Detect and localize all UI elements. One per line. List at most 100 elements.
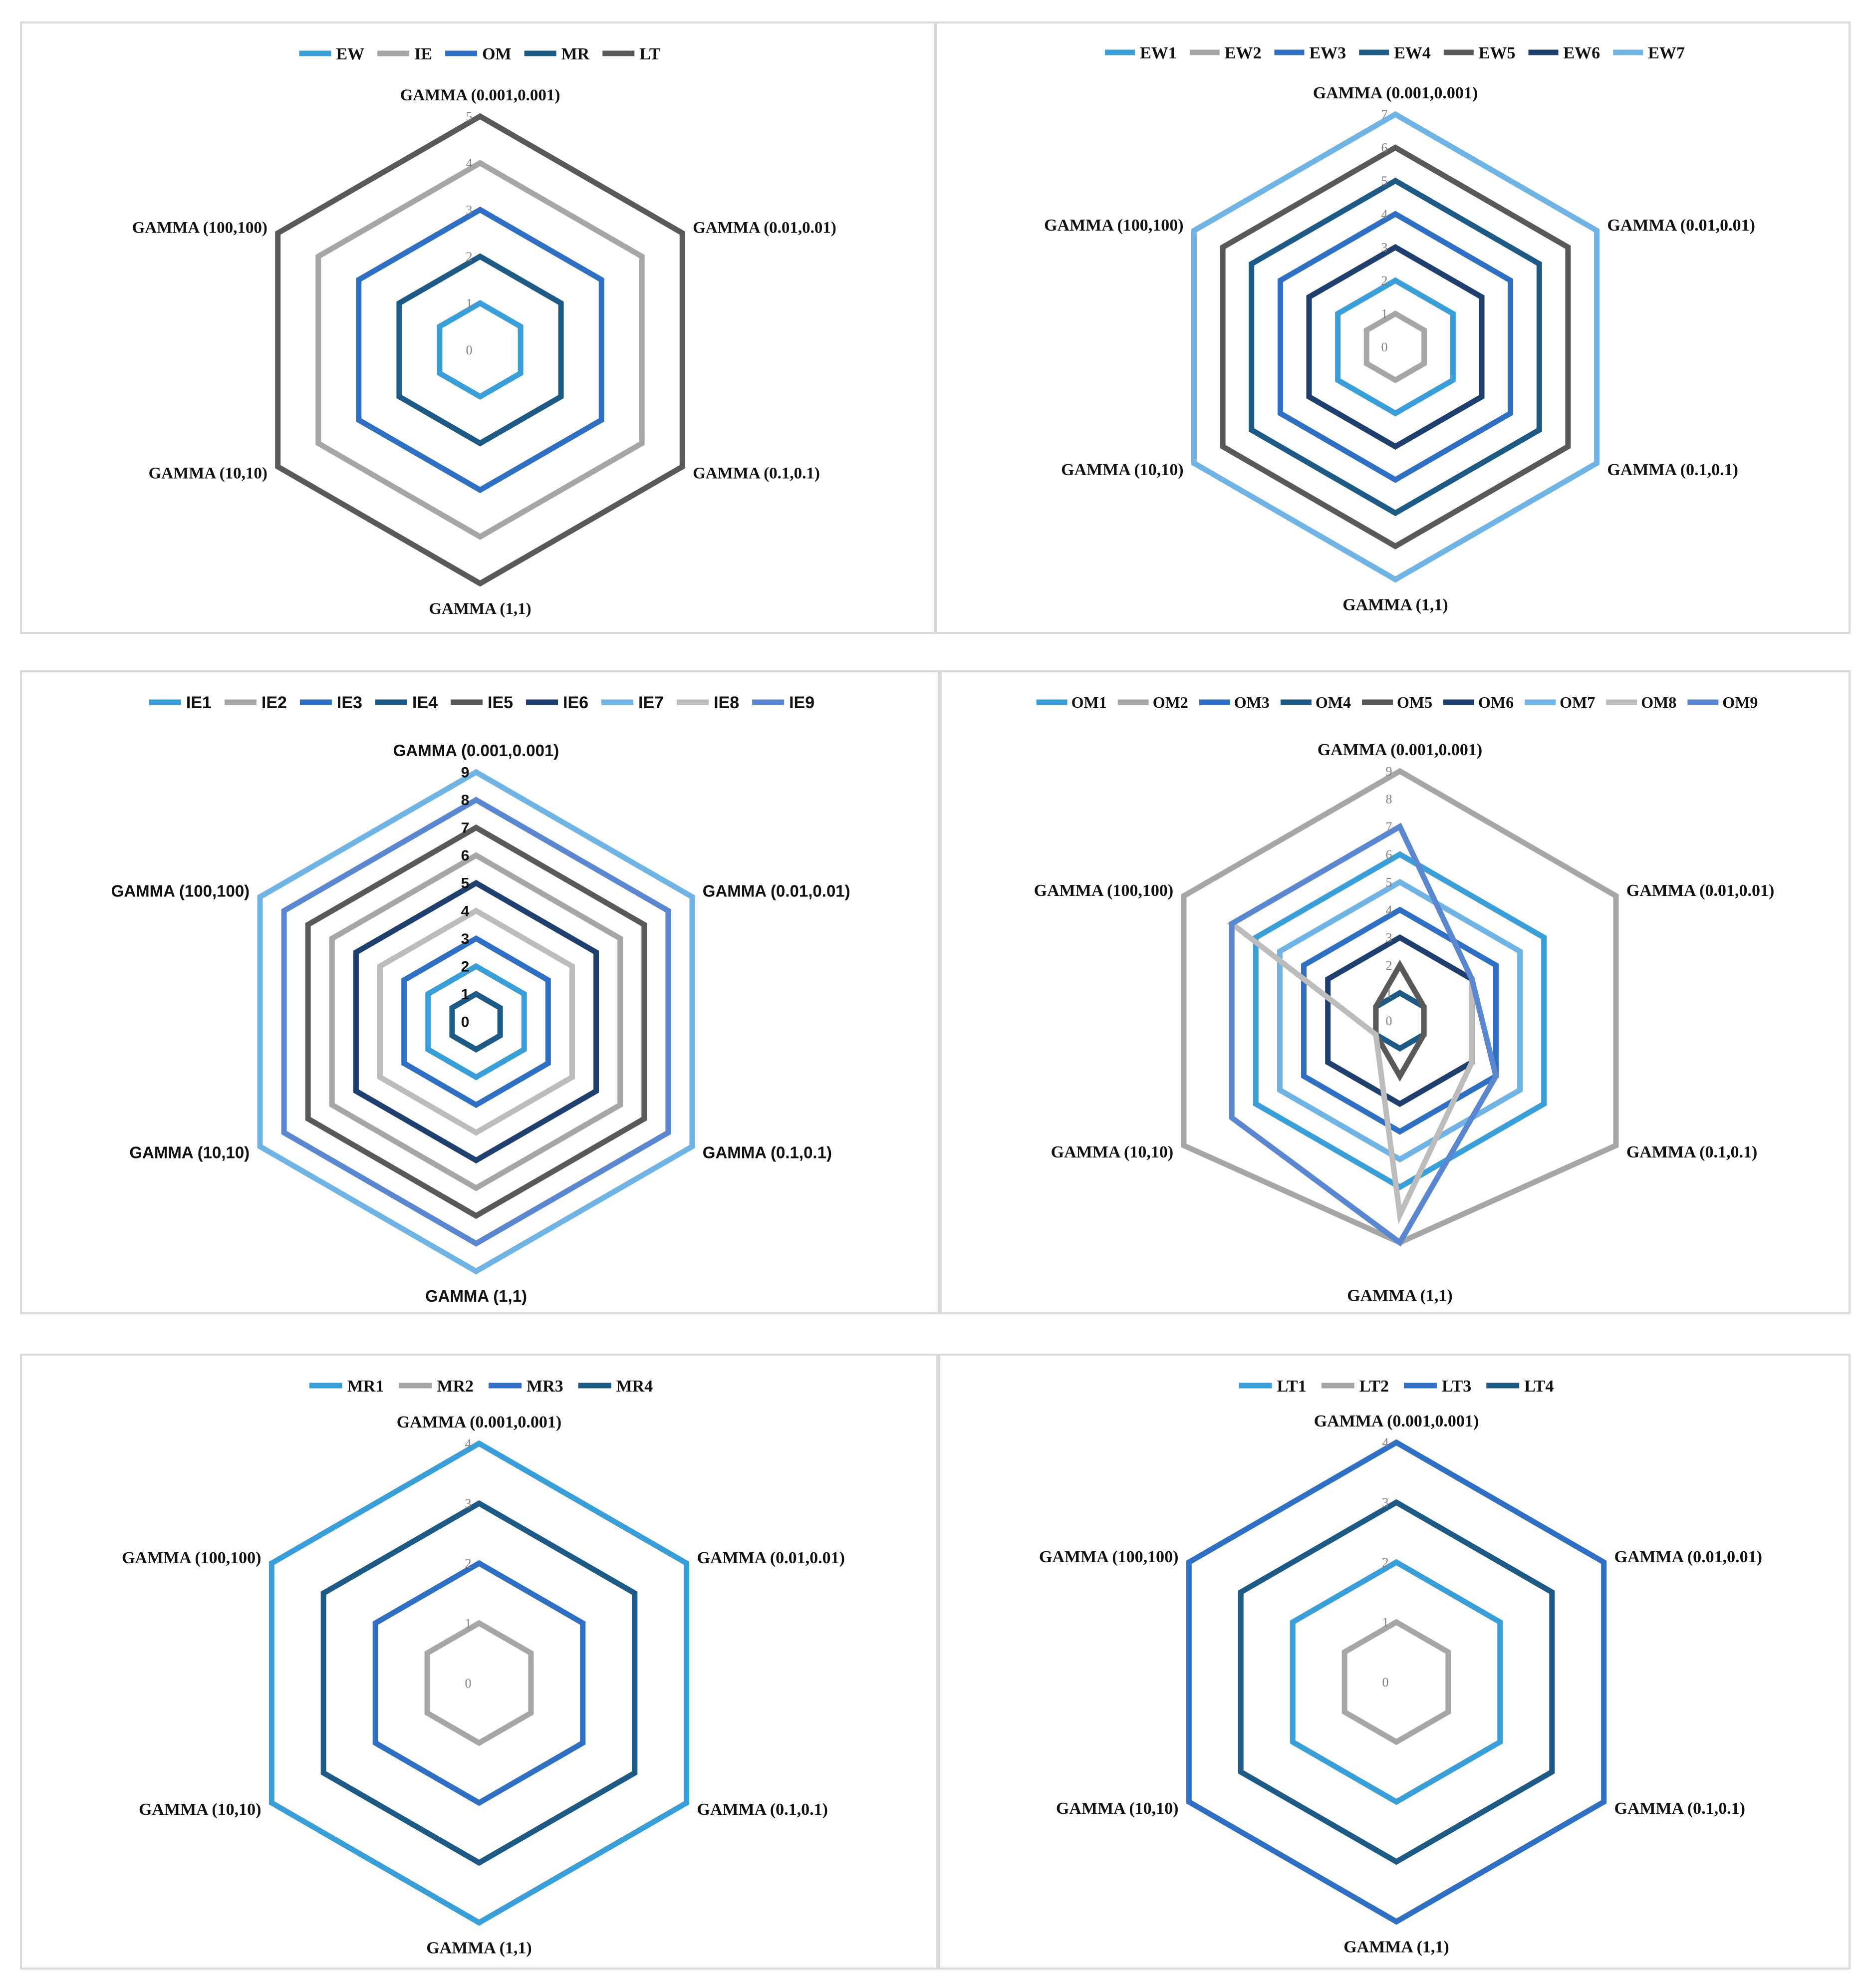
tick-label: 8 (461, 792, 470, 809)
legend-label-ew5: EW5 (1479, 44, 1516, 62)
tick-label: 5 (1386, 875, 1392, 889)
tick-label: 0 (465, 1676, 472, 1691)
axis-label-gamma-10-10: GAMMA (10,10) (129, 1143, 250, 1162)
series-group (275, 113, 685, 587)
series-line-om5 (1373, 959, 1427, 1082)
tick-label: 4 (1382, 1435, 1389, 1450)
legend-label-om6: OM6 (1478, 693, 1514, 711)
series-line-om1 (1253, 851, 1547, 1190)
legend-label-ie1: IE1 (186, 693, 212, 712)
series-line-ew1 (1335, 277, 1456, 417)
legend-label-lt3: LT3 (1442, 1377, 1471, 1396)
chart-panel-ie: 0 1 2 3 4 5 6 7 8 9 GAMMA (0.001,0.001) GAMMA (0.01… (20, 670, 940, 1314)
series-line-om (356, 206, 604, 494)
axis-label-gamma-0-1-0-1: GAMMA (0.1,0.1) (1607, 461, 1738, 479)
axis-labels: GAMMA (0.001,0.001) GAMMA (0.01,0.01) GAMM… (1034, 741, 1775, 1305)
tick-label: 1 (1386, 986, 1392, 1001)
axis-label-gamma-1-1: GAMMA (1,1) (429, 600, 531, 618)
series-line-ie3 (401, 935, 551, 1109)
axis-label-gamma-100-100: GAMMA (100,100) (1034, 881, 1174, 900)
series-line-lt2 (1341, 1619, 1451, 1745)
tick-label: 4 (1386, 903, 1392, 917)
axis-label-gamma-0-01-0-01: GAMMA (0.01,0.01) (1626, 881, 1775, 900)
legend-label-ie8: IE8 (714, 693, 739, 712)
legend-label-ew7: EW7 (1648, 44, 1685, 62)
legend-label-om2: OM2 (1153, 693, 1188, 711)
legend: EW IE OM MR LT (299, 45, 661, 63)
series-line-ie1 (425, 963, 527, 1081)
tick-label: 4 (466, 156, 473, 171)
tick-label: 6 (1386, 848, 1392, 862)
series-line-mr (396, 253, 564, 447)
axis-label-gamma-0-1-0-1: GAMMA (0.1,0.1) (703, 1143, 832, 1162)
legend-label-om: OM (482, 45, 512, 63)
tick-label: 2 (1381, 274, 1388, 288)
tick-label: 2 (1382, 1555, 1389, 1570)
tick-labels: 0 1 2 3 4 5 6 7 8 9 (461, 765, 470, 1031)
tick-labels: 0 1 2 3 4 (465, 1436, 472, 1691)
axis-label-gamma-100-100: GAMMA (100,100) (122, 1549, 262, 1567)
series-line-ew4 (1249, 177, 1542, 517)
tick-label: 4 (1381, 207, 1388, 222)
series-line-ie8 (377, 907, 575, 1136)
tick-label: 3 (1382, 1495, 1389, 1510)
chart-panel-ew: 0 1 2 3 4 5 6 7 GAMMA (0.001,0.001) GAMMA (0.01,0… (935, 21, 1851, 634)
tick-label: 0 (466, 343, 473, 357)
radar-chart-overall: 0 1 2 3 4 5 GAMMA (0.001,0.001) GAMMA (0.01,0.0… (132, 45, 836, 618)
axis-label-gamma-0-01-0-01: GAMMA (0.01,0.01) (697, 1549, 845, 1567)
series-line-mr1 (268, 1440, 690, 1926)
tick-label: 4 (461, 903, 470, 919)
legend-label-ew1: EW1 (1140, 44, 1177, 62)
tick-label: 2 (466, 250, 473, 264)
series-line-om9 (1229, 823, 1499, 1247)
series-line-ie7 (257, 769, 695, 1275)
axis-label-gamma-10-10: GAMMA (10,10) (1051, 1143, 1174, 1161)
series-line-ie9 (281, 797, 671, 1247)
tick-labels: 0 1 2 3 4 5 6 7 8 9 (1386, 764, 1392, 1028)
tick-label: 0 (1386, 1014, 1392, 1028)
tick-label: 3 (1381, 240, 1388, 255)
tick-label: 3 (1386, 930, 1392, 945)
legend-label-om3: OM3 (1234, 693, 1270, 711)
tick-label: 4 (465, 1436, 472, 1451)
tick-label: 1 (1382, 1615, 1389, 1630)
axis-label-gamma-0-1-0-1: GAMMA (0.1,0.1) (1626, 1143, 1758, 1161)
series-line-om4 (1373, 990, 1427, 1052)
legend: OM1 OM2 OM3 OM4 OM5 OM6 OM7 OM8 OM9 (1036, 693, 1758, 711)
axis-label-gamma-10-10: GAMMA (10,10) (1056, 1799, 1179, 1818)
series-line-lt4 (1238, 1499, 1555, 1865)
tick-label: 0 (1381, 340, 1388, 354)
legend-label-om1: OM1 (1071, 693, 1107, 711)
tick-label: 2 (465, 1556, 472, 1571)
series-line-lt (275, 113, 685, 587)
series-line-om2 (1181, 768, 1619, 1246)
legend-label-ie: IE (414, 45, 432, 63)
axis-labels: GAMMA (0.001,0.001) GAMMA (0.01,0.01) GAMM… (1044, 84, 1755, 614)
series-line-om3 (1301, 906, 1499, 1135)
axis-label-gamma-0-001-0-001: GAMMA (0.001,0.001) (400, 86, 560, 104)
legend: EW1 EW2 EW3 EW4 EW5 EW6 EW7 (1105, 44, 1685, 62)
axis-label-gamma-100-100: GAMMA (100,100) (111, 882, 250, 900)
series-line-ew3 (1277, 211, 1514, 483)
axis-label-gamma-0-01-0-01: GAMMA (0.01,0.01) (1614, 1548, 1763, 1566)
tick-label: 6 (1381, 141, 1388, 155)
tick-label: 0 (1382, 1675, 1389, 1690)
tick-label: 3 (465, 1496, 472, 1511)
series-line-ie5 (305, 824, 647, 1219)
legend-label-om8: OM8 (1641, 693, 1676, 711)
legend-label-ie4: IE4 (412, 693, 438, 712)
series-line-lt1 (1290, 1559, 1503, 1805)
legend-label-ew6: EW6 (1564, 44, 1600, 62)
axis-label-gamma-0-1-0-1: GAMMA (0.1,0.1) (697, 1800, 828, 1819)
axis-label-gamma-1-1: GAMMA (1,1) (1342, 596, 1448, 614)
axis-label-gamma-100-100: GAMMA (100,100) (132, 219, 267, 237)
axis-labels: GAMMA (0.001,0.001) GAMMA (0.01,0.01) GAMM… (1039, 1412, 1762, 1957)
legend-label-om9: OM9 (1722, 693, 1758, 711)
legend-label-ie6: IE6 (563, 693, 588, 712)
legend-label-mr2: MR2 (437, 1377, 474, 1396)
legend: LT1 LT2 LT3 LT4 (1239, 1377, 1554, 1396)
tick-label: 5 (461, 875, 470, 892)
axis-label-gamma-100-100: GAMMA (100,100) (1039, 1548, 1179, 1566)
series-line-ew2 (1363, 310, 1427, 383)
radar-chart-lt: 0 1 2 3 4 GAMMA (0.001,0.001) GAMMA (0.01,0.01… (1039, 1377, 1762, 1957)
